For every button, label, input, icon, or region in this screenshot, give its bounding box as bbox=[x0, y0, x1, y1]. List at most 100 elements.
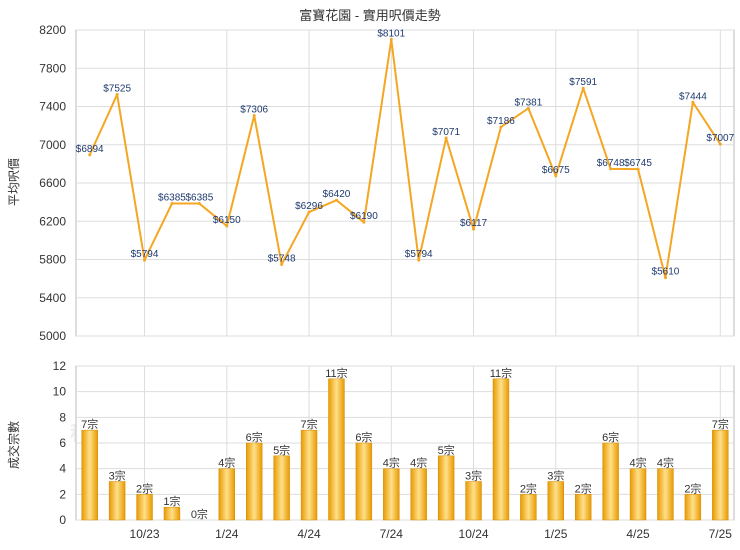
transaction-bar bbox=[108, 481, 126, 521]
price-point bbox=[115, 93, 119, 97]
price-line-panel: 5000 5400 5800 6200 6600 7000 7400 7800 8200 $689… bbox=[39, 23, 734, 343]
price-data-label: $6675 bbox=[542, 165, 570, 176]
price-line-series bbox=[88, 38, 722, 279]
bar-data-label: 3宗 bbox=[547, 469, 564, 483]
price-data-label: $7525 bbox=[103, 84, 131, 95]
price-point bbox=[170, 202, 174, 206]
price-data-label: $8101 bbox=[377, 28, 405, 39]
price-point bbox=[225, 224, 229, 228]
line-y-tick-label: 5800 bbox=[39, 253, 66, 267]
price-point bbox=[636, 167, 640, 171]
bar-data-label: 0宗 bbox=[191, 507, 208, 521]
bar-data-label: 7宗 bbox=[712, 417, 729, 431]
line-y-tick-label: 6600 bbox=[39, 176, 66, 190]
price-data-label: $6385 bbox=[185, 193, 213, 204]
bar-data-label: 6宗 bbox=[246, 430, 263, 444]
price-point bbox=[526, 106, 530, 110]
price-data-label: $7444 bbox=[679, 91, 707, 102]
transaction-bar bbox=[273, 455, 290, 521]
x-tick-label: 4/25 bbox=[626, 527, 650, 541]
price-data-label: $6894 bbox=[76, 144, 104, 155]
price-point bbox=[718, 142, 722, 146]
line-y-tick-label: 6200 bbox=[39, 214, 66, 228]
line-y-tick-label: 5000 bbox=[39, 329, 66, 343]
transaction-bar bbox=[437, 455, 455, 521]
bar-data-label: 3宗 bbox=[465, 469, 482, 483]
x-tick-label: 7/24 bbox=[380, 527, 404, 541]
transaction-bar bbox=[547, 481, 564, 521]
price-data-label: $5610 bbox=[652, 267, 680, 278]
bar-data-label: 7宗 bbox=[81, 417, 98, 431]
transaction-bar bbox=[602, 442, 619, 521]
x-tick-label: 7/25 bbox=[709, 527, 733, 541]
price-point bbox=[691, 100, 695, 104]
price-point bbox=[663, 276, 667, 280]
chart-title: 富寶花園 - 實用呎價走勢 bbox=[299, 8, 441, 23]
line-y-tick-label: 7400 bbox=[39, 100, 66, 114]
line-y-tick-label: 7800 bbox=[39, 61, 66, 75]
price-data-label: $7381 bbox=[514, 97, 542, 108]
price-point bbox=[334, 198, 338, 202]
price-data-label: $6385 bbox=[158, 193, 186, 204]
bar-data-label: 4宗 bbox=[629, 456, 646, 470]
bar-data-label: 6宗 bbox=[355, 430, 372, 444]
price-data-label: $6117 bbox=[460, 218, 488, 229]
bar-data-label: 4宗 bbox=[657, 456, 674, 470]
price-point bbox=[389, 37, 393, 41]
bar-data-label: 11宗 bbox=[325, 366, 347, 380]
transaction-bar bbox=[492, 378, 510, 521]
transaction-bar bbox=[218, 468, 235, 521]
price-data-label: $6190 bbox=[350, 211, 378, 222]
bar-data-label: 5宗 bbox=[438, 443, 455, 457]
line-y-tick-label: 5400 bbox=[39, 291, 66, 305]
bar-data-label: 2宗 bbox=[575, 481, 592, 495]
bar-y-tick-label: 8 bbox=[59, 410, 66, 424]
price-data-label: $7306 bbox=[240, 104, 268, 115]
price-data-label: $7186 bbox=[487, 116, 515, 127]
bar-data-label: 5宗 bbox=[273, 443, 290, 457]
bar-y-tick-label: 4 bbox=[59, 462, 66, 476]
bar-data-label: 3宗 bbox=[109, 469, 126, 483]
price-point bbox=[362, 220, 366, 224]
line-y-tick-label: 8200 bbox=[39, 23, 66, 37]
price-data-label: $5794 bbox=[405, 249, 433, 260]
transaction-bar bbox=[136, 494, 153, 521]
x-tick-label: 10/23 bbox=[130, 527, 160, 541]
price-data-label: $7591 bbox=[569, 77, 597, 88]
price-data-label: $6748 bbox=[597, 158, 625, 169]
bar-data-label: 11宗 bbox=[490, 366, 512, 380]
bar-data-label: 2宗 bbox=[520, 481, 537, 495]
transaction-bar bbox=[328, 378, 345, 521]
price-point bbox=[143, 258, 147, 262]
bar-data-label: 4宗 bbox=[218, 456, 235, 470]
transactions-bar-panel: 0 2 4 6 8 10 12 7宗 3宗 2宗 1宗 0宗 4宗 6宗 5宗 7宗 11宗 6宗 4宗 4宗 5宗 3宗… bbox=[53, 359, 735, 541]
bar-y-axis-label: 成交宗數 bbox=[6, 421, 21, 469]
price-point bbox=[307, 210, 311, 214]
price-point bbox=[581, 86, 585, 90]
transaction-bar bbox=[410, 468, 427, 521]
price-point bbox=[280, 262, 284, 266]
bar-data-label: 6宗 bbox=[602, 430, 619, 444]
transaction-bar bbox=[712, 429, 729, 521]
transaction-bar bbox=[520, 494, 537, 521]
transaction-bar bbox=[163, 506, 181, 521]
bar-data-label: 2宗 bbox=[136, 481, 153, 495]
price-point bbox=[472, 227, 476, 231]
price-data-label: $6296 bbox=[295, 201, 323, 212]
bar-y-tick-label: 2 bbox=[59, 487, 66, 501]
price-point bbox=[197, 202, 201, 206]
x-tick-label: 1/25 bbox=[544, 527, 568, 541]
price-point bbox=[499, 125, 503, 129]
transaction-bar bbox=[300, 429, 318, 521]
price-data-label: $5794 bbox=[131, 249, 159, 260]
bar-y-tick-label: 12 bbox=[53, 359, 67, 373]
price-point bbox=[554, 174, 558, 178]
bar-y-tick-label: 10 bbox=[53, 385, 67, 399]
transaction-bar bbox=[81, 429, 98, 521]
bar-data-label: 4宗 bbox=[410, 456, 427, 470]
transaction-bar bbox=[575, 494, 592, 521]
transaction-bar bbox=[383, 468, 400, 521]
line-y-tick-label: 7000 bbox=[39, 138, 66, 152]
x-tick-label: 1/24 bbox=[215, 527, 239, 541]
